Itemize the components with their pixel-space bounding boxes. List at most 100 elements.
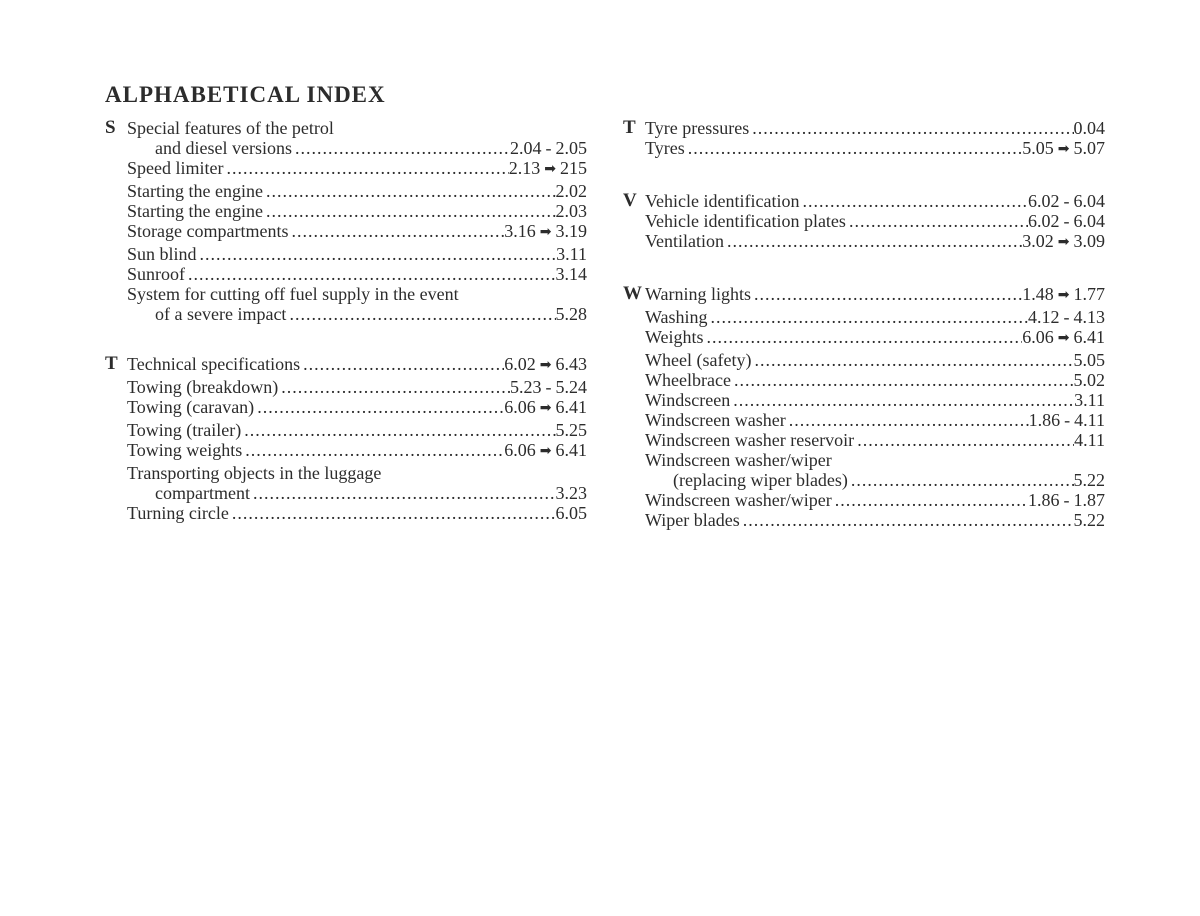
page-start: 6.06: [504, 397, 536, 417]
page-start: 2.13: [509, 158, 541, 178]
page-start: 6.06: [1022, 327, 1054, 347]
entry-row: Tyres5.05➡5.07: [645, 138, 1105, 161]
index-entry: Speed limiter2.13➡215: [127, 158, 587, 181]
page-start: 0.04: [1074, 118, 1106, 138]
entry-label: Sun blind: [127, 244, 197, 264]
index-entry: Turning circle6.05: [127, 503, 587, 523]
entry-label: Special features of the petrol: [127, 118, 334, 138]
entry-pages: 2.02: [556, 181, 588, 201]
page-start: 2.02: [556, 181, 588, 201]
dot-leader: [292, 138, 510, 158]
page-start: 6.05: [556, 503, 588, 523]
index-entry: Vehicle identification 6.02-6.04: [645, 191, 1105, 211]
page-start: 5.22: [1074, 470, 1106, 490]
entry-row: Sun blind 3.11: [127, 244, 587, 264]
entry-row-cont: compartment3.23: [127, 483, 587, 503]
index-entry: Windscreen washer/wiper 1.86-1.87: [645, 490, 1105, 510]
entry-pages: 3.11: [556, 244, 587, 264]
index-entry: Wheelbrace5.02: [645, 370, 1105, 390]
entry-label: Ventilation: [645, 231, 724, 251]
page-end: 5.24: [556, 377, 588, 397]
page-start: 6.02: [1028, 191, 1060, 211]
index-entry: Washing4.12-4.13: [645, 307, 1105, 327]
page-start: 5.05: [1022, 138, 1054, 158]
entry-label: Transporting objects in the luggage: [127, 463, 381, 483]
index-entry: Transporting objects in the luggagecompa…: [127, 463, 587, 503]
entry-label: Towing (breakdown): [127, 377, 278, 397]
dot-leader: [263, 181, 556, 201]
entry-row: Wiper blades5.22: [645, 510, 1105, 530]
index-entry: Ventilation 3.02➡3.09: [645, 231, 1105, 254]
index-entry: Windscreen washer reservoir4.11: [645, 430, 1105, 450]
dot-leader: [263, 201, 556, 221]
page-start: 3.23: [556, 483, 588, 503]
entry-label: Windscreen washer/wiper: [645, 490, 832, 510]
entry-pages: 1.86-1.87: [1028, 490, 1105, 510]
page-end: 3.09: [1074, 231, 1106, 251]
entry-label: Vehicle identification: [645, 191, 799, 211]
section-entries: Technical specifications6.02➡6.43Towing …: [127, 354, 587, 523]
entry-label: Technical specifications: [127, 354, 300, 374]
entry-label: Starting the engine: [127, 181, 263, 201]
page-start: 1.86: [1028, 490, 1060, 510]
arrow-icon: ➡: [540, 356, 552, 376]
entry-row: Sunroof 3.14: [127, 264, 587, 284]
page-start: 2.03: [556, 201, 588, 221]
index-entry: Storage compartments3.16➡3.19: [127, 221, 587, 244]
dot-leader: [740, 510, 1074, 530]
page-start: 5.23: [510, 377, 542, 397]
entry-row-cont: of a severe impact5.28: [127, 304, 587, 324]
entry-label: Vehicle identification plates: [645, 211, 846, 231]
arrow-icon: ➡: [1058, 233, 1070, 253]
entry-row: Windscreen washer/wiper: [645, 450, 1105, 470]
page-end: 4.13: [1074, 307, 1106, 327]
index-entry: Wheel (safety) 5.05: [645, 350, 1105, 370]
dot-leader: [241, 420, 555, 440]
entry-row: Starting the engine 2.02: [127, 181, 587, 201]
page-end: 1.87: [1074, 490, 1106, 510]
entry-row: Warning lights1.48➡1.77: [645, 284, 1105, 307]
index-entry: Tyre pressures0.04: [645, 118, 1105, 138]
entry-label: Wheel (safety): [645, 350, 751, 370]
index-entry: Special features of the petroland diesel…: [127, 118, 587, 158]
entry-row: System for cutting off fuel supply in th…: [127, 284, 587, 304]
page-end: 2.05: [556, 138, 588, 158]
entry-pages: 3.14: [556, 264, 588, 284]
section-entries: Vehicle identification6.02-6.04Vehicle i…: [645, 191, 1105, 254]
section-letter: W: [623, 284, 645, 530]
dot-leader: [832, 490, 1028, 510]
entry-pages: 3.16➡3.19: [504, 221, 587, 244]
dot-leader: [286, 304, 555, 324]
section-letter: S: [105, 118, 127, 324]
dot-leader: [704, 327, 1023, 347]
dot-leader: [229, 503, 556, 523]
entry-row: Windscreen washer/wiper 1.86-1.87: [645, 490, 1105, 510]
page-end: 6.04: [1074, 191, 1106, 211]
entry-row: Special features of the petrol: [127, 118, 587, 138]
entry-label: and diesel versions: [155, 138, 292, 158]
entry-label: Towing (caravan): [127, 397, 254, 417]
entry-row: Towing (breakdown) 5.23-5.24: [127, 377, 587, 397]
page-start: 3.11: [556, 244, 587, 264]
entry-pages: 6.02➡6.43: [504, 354, 587, 377]
dot-leader: [751, 350, 1073, 370]
entry-pages: 6.06➡6.41: [504, 440, 587, 463]
entry-pages: 6.02-6.04: [1028, 191, 1105, 211]
entry-label: Sunroof: [127, 264, 185, 284]
entry-row: Storage compartments3.16➡3.19: [127, 221, 587, 244]
page-end: 1.77: [1074, 284, 1106, 304]
entry-pages: 5.05: [1074, 350, 1106, 370]
section-entries: Special features of the petroland diesel…: [127, 118, 587, 324]
page-start: 5.28: [556, 304, 588, 324]
index-entry: Windscreen washer/wiper(replacing wiper …: [645, 450, 1105, 490]
entry-label: Windscreen washer reservoir: [645, 430, 854, 450]
arrow-icon: ➡: [1058, 329, 1070, 349]
page-end: 6.41: [556, 397, 588, 417]
entry-pages: 3.23: [556, 483, 588, 503]
entry-pages: 3.02➡3.09: [1022, 231, 1105, 254]
entry-pages: 5.23-5.24: [510, 377, 587, 397]
index-entry: Warning lights1.48➡1.77: [645, 284, 1105, 307]
dot-leader: [708, 307, 1028, 327]
entry-row: Weights6.06➡6.41: [645, 327, 1105, 350]
entry-pages: 5.05➡5.07: [1022, 138, 1105, 161]
